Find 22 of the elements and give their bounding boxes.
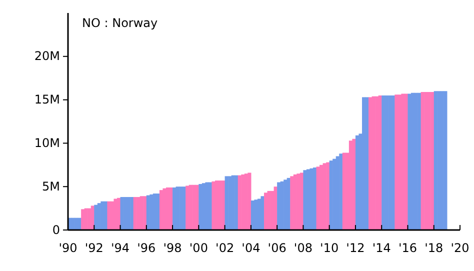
x-tick-label: '06 [268, 241, 286, 256]
y-tick-label: 15M [34, 92, 60, 107]
x-tick-label: '12 [346, 241, 365, 256]
x-tick-label: '08 [294, 241, 312, 256]
x-tick-label: '98 [163, 241, 182, 256]
x-tick-label: '18 [424, 241, 444, 256]
x-tick-label: '04 [242, 241, 260, 256]
x-tick-label: '92 [84, 241, 104, 256]
chart-title: NO : Norway [82, 16, 158, 30]
x-tick-label: '10 [320, 241, 339, 256]
x-tick-label: '94 [110, 241, 130, 256]
x-tick-label: '90 [58, 241, 78, 256]
x-tick-label: '96 [137, 241, 156, 256]
y-tick-label: 10M [34, 136, 60, 150]
y-tick-label: 5M [42, 179, 60, 194]
x-tick-label: '16 [398, 241, 418, 256]
x-tick-label: '20 [450, 241, 470, 256]
y-tick-label: 20M [34, 49, 60, 64]
x-tick-label: '02 [216, 241, 234, 256]
x-tick-label: '14 [372, 241, 391, 256]
x-tick-label: '00 [189, 241, 208, 256]
y-tick-label: 0 [52, 222, 60, 237]
